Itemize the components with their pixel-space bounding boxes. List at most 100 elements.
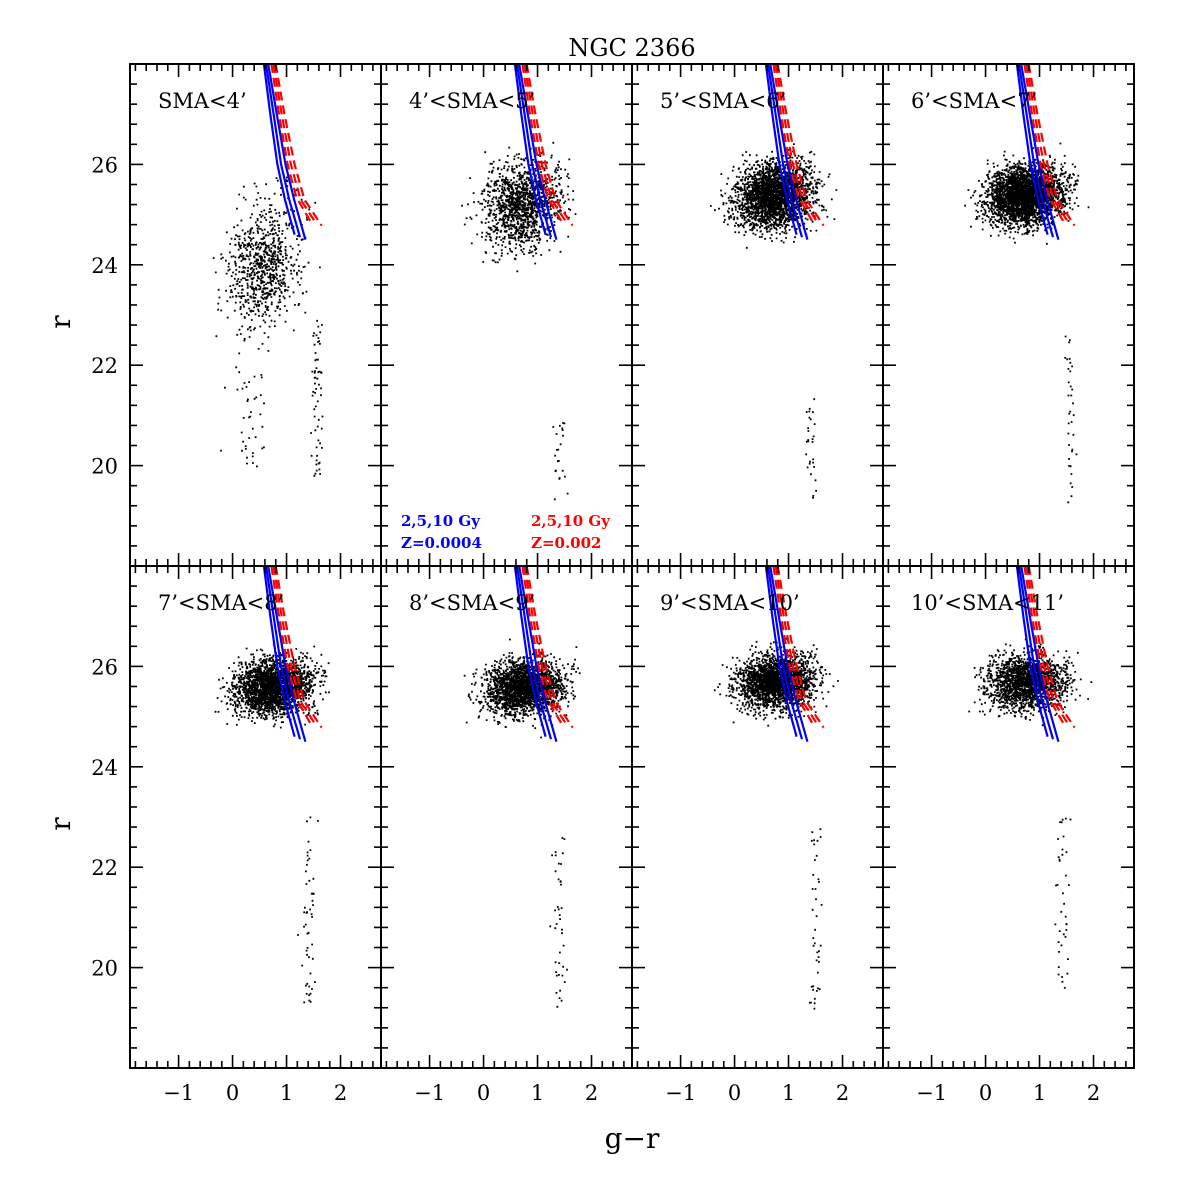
- isochrone-line: [766, 566, 804, 740]
- panel-label: 9’<SMA<10’: [660, 591, 800, 615]
- star-points: [463, 638, 581, 1008]
- panel-label: 5’<SMA<6’: [660, 89, 786, 113]
- isochrone-line: [518, 64, 558, 240]
- x-tick-label: 2: [1087, 1081, 1100, 1105]
- x-tick-label: 0: [477, 1081, 490, 1105]
- panel: 9’<SMA<10’ −1 0 1 2: [631, 565, 884, 1105]
- isochrone-line: [513, 566, 547, 737]
- isochrone-line: [766, 64, 804, 238]
- panel-label: 4’<SMA<5’: [409, 89, 535, 113]
- panel-frame: [631, 63, 884, 567]
- panel: 10’<SMA<11’ −1 0 1 2: [882, 565, 1135, 1105]
- isochrone-line: [274, 64, 323, 227]
- isochrone-line: [523, 64, 569, 225]
- panel: 4’<SMA<5’ 2,5,10 Gy Z=0.0004 2,5,10 Gy Z=0.0…: [380, 63, 633, 567]
- isochrone-line: [1020, 566, 1060, 742]
- isochrone-line: [774, 64, 820, 225]
- y-tick-label: 26: [91, 655, 118, 679]
- isochrone-line: [262, 64, 296, 235]
- data-points: [709, 143, 838, 499]
- x-tick-label: 1: [531, 1081, 544, 1105]
- isochrone-line: [272, 566, 318, 727]
- isochrone-line: [267, 64, 307, 240]
- x-tick-label: 2: [836, 1081, 849, 1105]
- legend-blue-age: 2,5,10 Gy: [401, 512, 481, 530]
- legend-blue-z: Z=0.0004: [401, 534, 482, 552]
- isochrone-line: [525, 64, 574, 227]
- isochrone-line: [1015, 64, 1049, 235]
- panel-label: 8’<SMA<9’: [409, 591, 535, 615]
- panel-frame: [380, 565, 633, 1069]
- isochrone-line: [1023, 566, 1065, 725]
- isochrone-line: [1015, 566, 1049, 737]
- x-tick-label: 1: [1033, 1081, 1046, 1105]
- panel: 8’<SMA<9’ −1 0 1 2: [380, 565, 633, 1105]
- isochrone-line: [264, 64, 302, 238]
- x-tick-label: −1: [665, 1081, 696, 1105]
- isochrone-line: [515, 566, 553, 740]
- y-tick-label: 22: [91, 856, 118, 880]
- x-axis-label: g−r: [605, 1122, 660, 1155]
- isochrone-line: [764, 64, 798, 235]
- isochrone-line: [1025, 566, 1071, 727]
- star-points: [212, 176, 324, 477]
- data-points: [964, 142, 1090, 504]
- isochrone-line: [774, 566, 820, 727]
- data-points: [968, 637, 1093, 989]
- isochrone-line: [776, 566, 825, 729]
- isochrone-line: [521, 566, 563, 725]
- star-points: [214, 643, 330, 1004]
- data-points: [212, 176, 324, 477]
- y-tick-label: 24: [91, 756, 118, 780]
- panel: SMA<4’ 20 22 24 26: [91, 63, 382, 567]
- isochrone-line: [274, 566, 323, 729]
- y-tick-label: 24: [91, 254, 118, 278]
- star-points: [713, 637, 839, 1010]
- panel: 6’<SMA<7’: [882, 63, 1135, 567]
- star-points: [709, 143, 838, 499]
- isochrone-line: [267, 566, 307, 742]
- data-points: [713, 637, 839, 1010]
- x-tick-label: 1: [280, 1081, 293, 1105]
- x-tick-label: 0: [226, 1081, 239, 1105]
- isochrone-line: [772, 64, 814, 223]
- x-tick-label: 0: [979, 1081, 992, 1105]
- isochrone-line: [772, 566, 814, 725]
- y-tick-label: 22: [91, 354, 118, 378]
- isochrone-line: [264, 566, 302, 740]
- panel-label: 10’<SMA<11’: [911, 591, 1064, 615]
- x-tick-label: 2: [334, 1081, 347, 1105]
- isochrone-line: [515, 64, 553, 238]
- x-tick-label: −1: [414, 1081, 445, 1105]
- panel-label: 7’<SMA<8’: [158, 591, 284, 615]
- data-points: [463, 638, 581, 1008]
- isochrone-line: [1023, 64, 1065, 223]
- panel: 7’<SMA<8’ −1 0 1 2 20 22 24 26: [91, 565, 382, 1105]
- legend-red-age: 2,5,10 Gy: [531, 512, 611, 530]
- panel-label: SMA<4’: [158, 89, 247, 113]
- x-tick-label: −1: [916, 1081, 947, 1105]
- panel-frame: [882, 63, 1135, 567]
- isochrone-line: [1027, 566, 1076, 729]
- data-points: [461, 141, 577, 501]
- star-points: [968, 637, 1093, 989]
- star-points: [964, 142, 1090, 504]
- isochrone-line: [523, 566, 569, 727]
- isochrone-line: [525, 566, 574, 729]
- x-tick-label: 1: [782, 1081, 795, 1105]
- legend: 2,5,10 Gy Z=0.0004 2,5,10 Gy Z=0.002: [401, 512, 611, 552]
- isochrone-line: [262, 566, 296, 737]
- y-tick-label: 20: [91, 957, 118, 981]
- isochrone-line: [272, 64, 318, 225]
- isochrone-line: [1017, 566, 1055, 740]
- panel: 5’<SMA<6’: [631, 63, 884, 567]
- isochrone-line: [769, 64, 809, 240]
- x-tick-label: 0: [728, 1081, 741, 1105]
- y-tick-label: 26: [91, 153, 118, 177]
- y-tick-label: 20: [91, 455, 118, 479]
- isochrone-line: [1020, 64, 1060, 240]
- x-tick-label: 2: [585, 1081, 598, 1105]
- isochrone-line: [521, 64, 563, 223]
